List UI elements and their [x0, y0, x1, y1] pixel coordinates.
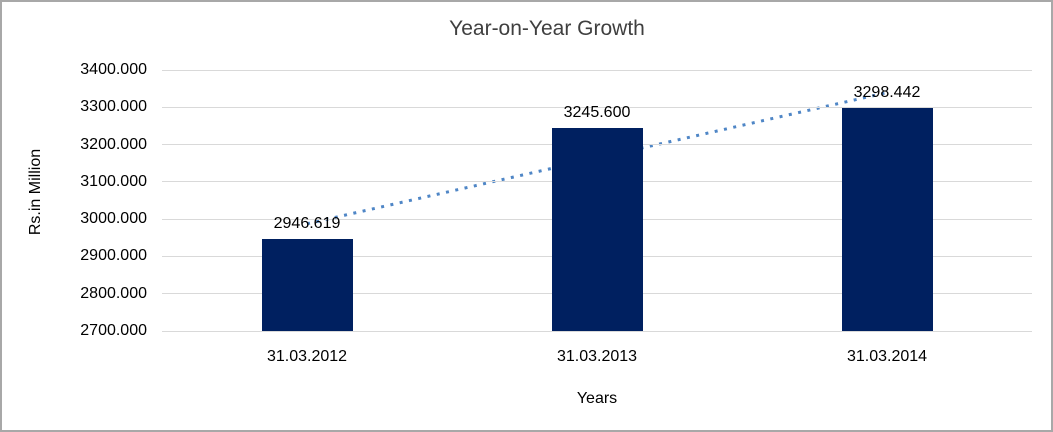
gridline	[162, 106, 1032, 108]
x-axis-title: Years	[576, 390, 618, 407]
bar	[261, 239, 353, 331]
chart-title: Year-on-Year Growth	[449, 17, 645, 40]
data-label: 3245.600	[563, 103, 631, 121]
data-label: 2946.619	[273, 215, 341, 233]
y-tick-label: 3300.000	[80, 98, 147, 116]
bar	[551, 127, 643, 331]
x-tick-label: 31.03.2012	[266, 348, 348, 365]
y-tick-label: 3000.000	[80, 210, 147, 228]
y-tick-label: 3400.000	[80, 61, 147, 78]
x-tick-label: 31.03.2014	[846, 348, 928, 365]
data-label: 3298.442	[853, 83, 921, 101]
gridline	[162, 330, 1032, 332]
y-tick-label: 2900.000	[80, 247, 147, 265]
gridline	[162, 69, 1032, 71]
y-tick-label: 3100.000	[80, 172, 147, 190]
y-tick-label: 3200.000	[80, 135, 147, 153]
bar	[841, 107, 933, 331]
y-tick-label: 2700.000	[80, 322, 147, 339]
x-tick-label: 31.03.2013	[556, 348, 638, 365]
y-tick-label: 2800.000	[80, 284, 147, 302]
